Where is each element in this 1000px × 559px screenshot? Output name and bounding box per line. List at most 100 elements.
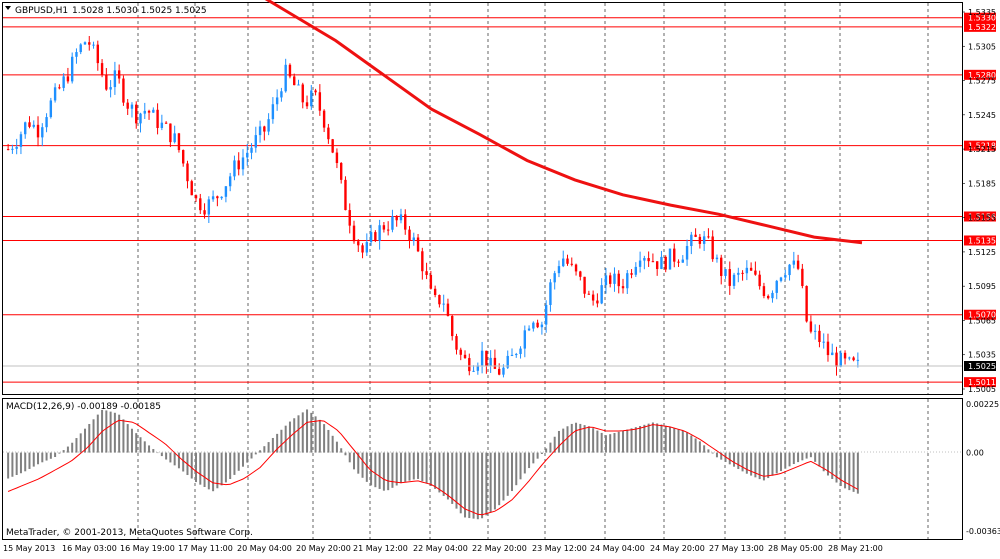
price-pane-frame[interactable] [2, 2, 963, 395]
candle [664, 255, 667, 273]
candle [254, 126, 257, 153]
macd-bar [250, 452, 253, 459]
candle [570, 257, 573, 267]
macd-bar [797, 452, 800, 463]
candle [70, 52, 74, 84]
candle [365, 233, 369, 256]
candle [715, 254, 719, 263]
price-tick-label: 1.5125 [968, 248, 996, 257]
candle [280, 87, 283, 102]
level-badge [964, 211, 996, 222]
candle [630, 269, 633, 279]
candle [41, 123, 44, 147]
symbol-title: GBPUSD,H1 [15, 6, 68, 16]
time-tick-label: 22 May 04:00 [413, 544, 468, 553]
macd-bar [152, 449, 155, 453]
macd-bar [801, 452, 804, 461]
macd-bar [92, 419, 95, 453]
candle [96, 40, 100, 71]
level-badge [964, 235, 996, 246]
candle [596, 293, 599, 308]
macd-bar [690, 435, 693, 453]
macd-scale-label: 0.00 [966, 449, 984, 458]
candle [391, 209, 394, 233]
macd-bar [417, 452, 420, 479]
macd-bar [455, 452, 458, 509]
candle [707, 228, 710, 239]
macd-bar [267, 442, 270, 453]
candle [822, 333, 825, 349]
candle [275, 89, 279, 111]
candle [79, 43, 82, 55]
candle [813, 324, 817, 340]
candle [374, 230, 377, 243]
macd-bar [207, 452, 210, 490]
macd-bar [784, 452, 787, 469]
macd-axis[interactable]: 0.00225 0.00 -0.00363 [966, 400, 1000, 536]
candle [169, 123, 172, 148]
candle [519, 346, 522, 359]
macd-bar [241, 452, 244, 467]
candle [451, 314, 454, 341]
candle [515, 352, 518, 358]
macd-bar [113, 412, 116, 453]
macd-bar [173, 452, 176, 466]
time-axis[interactable]: 15 May 2013 16 May 03:00 16 May 19:00 17 Ma… [3, 544, 883, 553]
macd-bar [805, 452, 808, 459]
candle [737, 267, 740, 283]
macd-bar [639, 425, 642, 453]
macd-bar [532, 452, 535, 464]
level-badge [964, 21, 996, 32]
candle [510, 348, 514, 357]
candle [621, 278, 625, 294]
macd-bar [122, 419, 125, 453]
candle [156, 103, 159, 135]
macd-bar [118, 414, 121, 453]
macd-bar [216, 452, 219, 489]
macd-bar [353, 452, 356, 470]
macd-bar [130, 428, 133, 453]
candle [801, 263, 804, 289]
price-axis[interactable]: 1.5335 1.5305 1.5275 1.5245 1.5215 1.5185 1.51… [962, 8, 996, 394]
macd-bar [344, 452, 347, 456]
macd-bar [212, 452, 215, 492]
macd-bar [83, 428, 86, 453]
macd-bar [809, 452, 812, 458]
macd-bar [549, 442, 552, 453]
macd-bar [306, 409, 309, 453]
candle [604, 268, 608, 294]
candle [788, 263, 791, 281]
dropdown-triangle-icon[interactable] [5, 6, 11, 10]
macd-bar [327, 429, 330, 453]
price-tick-label: 1.5305 [968, 42, 996, 51]
candle [779, 276, 783, 283]
macd-bar [771, 452, 774, 476]
macd-bar [839, 452, 842, 487]
macd-bar [506, 452, 509, 496]
candle [207, 196, 211, 224]
candle [62, 73, 65, 92]
macd-bar [190, 452, 193, 479]
macd-bar [237, 452, 240, 471]
macd-bar [182, 452, 185, 472]
candle [122, 75, 125, 106]
macd-bar [143, 441, 146, 453]
macd-bar [818, 452, 821, 467]
candle [293, 73, 296, 86]
candle [164, 121, 168, 124]
macd-bar [32, 452, 35, 467]
macd-bar [677, 429, 680, 453]
time-tick-label: 20 May 04:00 [237, 544, 292, 553]
candle [536, 319, 539, 329]
candle [613, 267, 616, 292]
macd-bar [681, 430, 684, 453]
macd-bar [271, 437, 274, 453]
candle [100, 59, 104, 78]
macd-bar [600, 432, 603, 453]
candle [741, 270, 744, 281]
macd-bar [715, 452, 718, 458]
macd-bar [741, 452, 744, 472]
candle [532, 321, 535, 332]
time-tick-label: 15 May 2013 [3, 544, 55, 553]
